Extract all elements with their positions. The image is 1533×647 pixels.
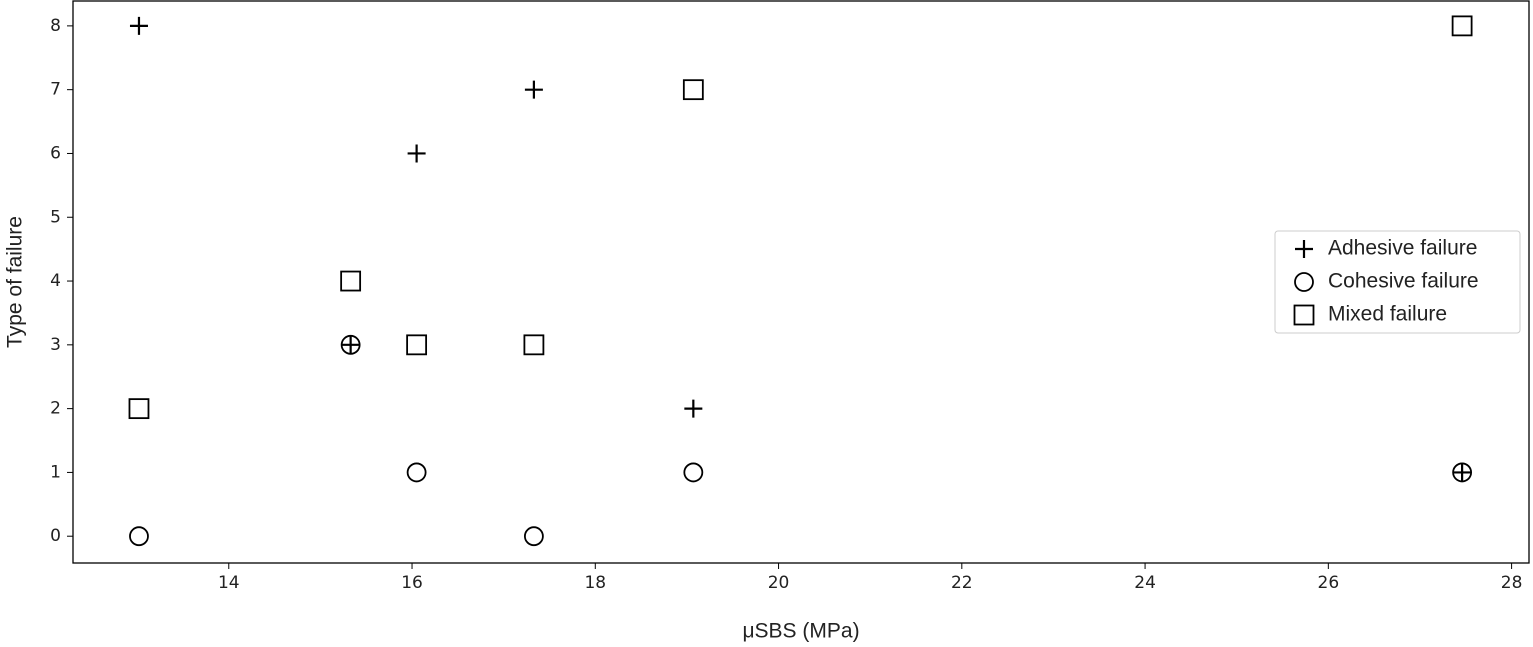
y-axis-label: Type of failure [4,216,27,348]
x-tick-label: 24 [1134,573,1156,593]
legend-marker [1295,240,1313,258]
legend-label: Mixed failure [1328,303,1447,326]
x-tick-label: 18 [584,573,606,593]
y-tick-label: 4 [50,271,61,291]
y-tick-label: 1 [50,462,61,482]
x-tick-label: 20 [768,573,790,593]
x-tick-label: 22 [951,573,973,593]
plot-frame [72,0,1530,564]
plus-marker [341,335,360,354]
circle-marker [129,526,149,547]
legend-marker [1293,304,1315,326]
y-tick-label: 2 [50,399,61,419]
square-marker [523,334,545,356]
y-tick-label: 5 [50,207,61,227]
square-marker [128,398,150,420]
y-tick-label: 6 [50,143,61,163]
y-tick-label: 8 [50,16,61,36]
x-tick-label: 28 [1501,573,1523,593]
circle-marker [340,334,361,355]
legend-marker [1294,272,1314,292]
square-marker [682,79,704,101]
x-tick-label: 14 [218,573,240,593]
x-tick-label: 26 [1318,573,1340,593]
circle-marker [523,526,544,547]
square-marker [340,270,362,292]
circle-marker [683,462,704,483]
legend-label: Adhesive failure [1328,237,1477,260]
y-tick-label: 3 [50,335,61,355]
legend-box [1274,230,1521,334]
x-axis-label: μSBS (MPa) [742,620,859,643]
circle-marker [406,462,427,483]
plus-marker [129,16,148,35]
plus-marker [407,144,426,163]
plus-marker [684,399,703,418]
legend-label: Cohesive failure [1328,270,1479,293]
x-tick-label: 16 [401,573,423,593]
circle-marker [1452,462,1473,483]
y-tick-label: 7 [50,80,61,100]
plus-marker [1453,463,1472,482]
square-marker [406,334,428,356]
plus-marker [524,80,543,99]
y-tick-label: 0 [50,526,61,546]
square-marker [1451,15,1473,37]
